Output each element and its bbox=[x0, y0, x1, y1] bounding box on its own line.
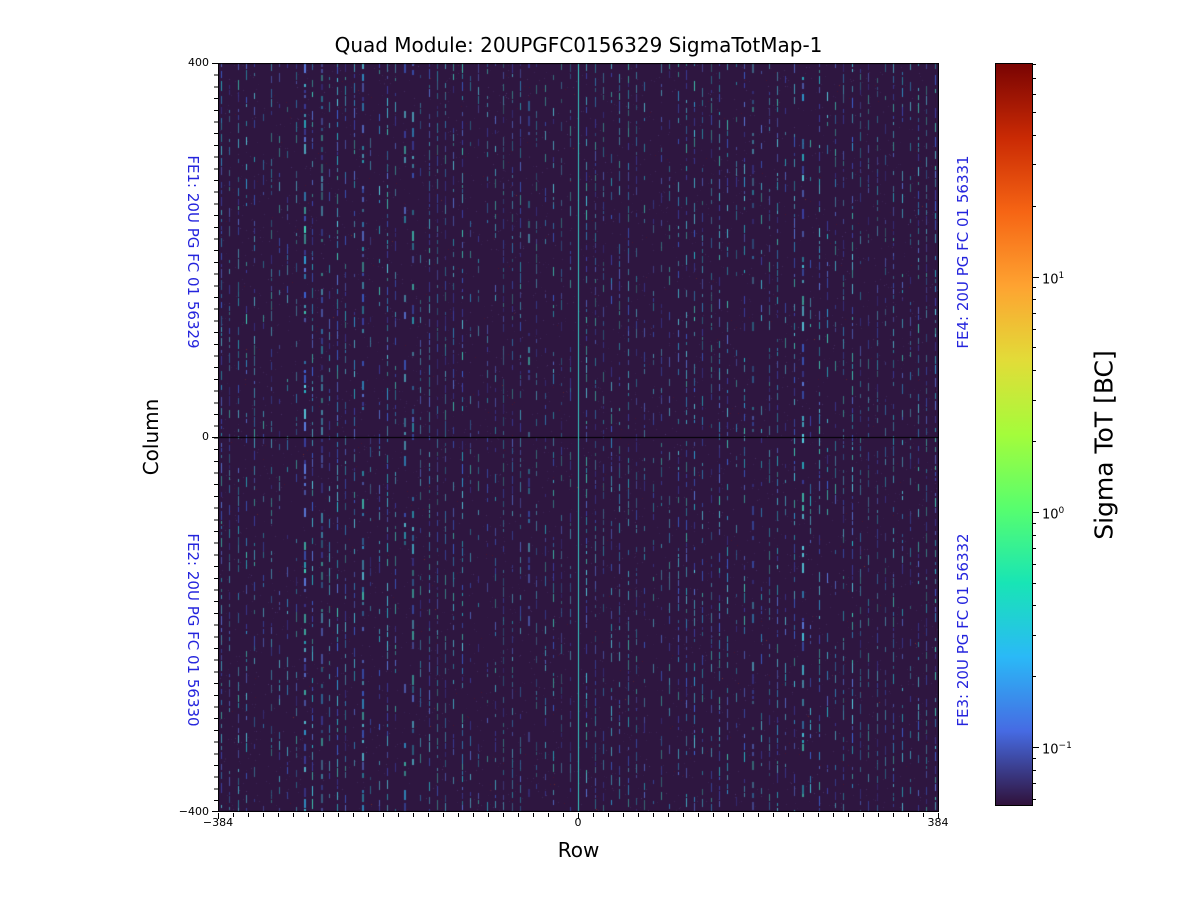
colorbar-tick-label: 101 bbox=[1042, 271, 1065, 288]
x-axis-major-tick bbox=[218, 813, 219, 819]
fe2-label: FE2: 20U PG FC 01 56330 bbox=[184, 533, 202, 727]
x-axis-major-tick bbox=[578, 813, 579, 819]
x-tick-label-0: 0 bbox=[574, 816, 582, 829]
heatmap-canvas bbox=[218, 63, 939, 812]
y-tick-label-neg400: −400 bbox=[178, 805, 209, 818]
y-axis-major-tick bbox=[212, 63, 218, 64]
x-tick-label-neg384: −384 bbox=[202, 816, 234, 829]
fe3-label: FE3: 20U PG FC 01 56332 bbox=[954, 533, 972, 727]
colorbar-tick-label: 100 bbox=[1042, 506, 1065, 523]
chart-title: Quad Module: 20UPGFC0156329 SigmaTotMap-… bbox=[334, 33, 823, 57]
colorbar-tick-label: 10−1 bbox=[1042, 741, 1072, 758]
y-tick-label-400: 400 bbox=[188, 56, 209, 69]
x-axis-label: Row bbox=[557, 838, 600, 862]
colorbar-ticks bbox=[1033, 63, 1040, 806]
fe4-label: FE4: 20U PG FC 01 56331 bbox=[954, 155, 972, 349]
x-axis-major-tick bbox=[938, 813, 939, 819]
y-axis-major-tick bbox=[212, 811, 218, 812]
y-tick-label-0: 0 bbox=[202, 430, 209, 443]
colorbar bbox=[995, 63, 1033, 806]
colorbar-axis-label: Sigma ToT [BC] bbox=[1089, 350, 1119, 540]
fe1-label: FE1: 20U PG FC 01 56329 bbox=[184, 155, 202, 349]
x-tick-label-384: 384 bbox=[927, 816, 949, 829]
y-axis-major-tick bbox=[212, 437, 218, 438]
